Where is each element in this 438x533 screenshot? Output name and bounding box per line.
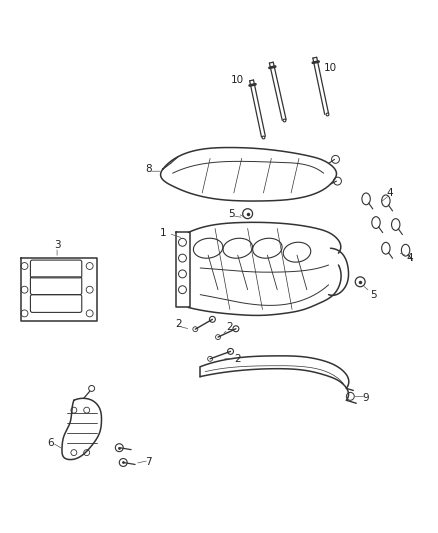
- Text: 2: 2: [175, 319, 182, 329]
- Text: 4: 4: [406, 253, 413, 263]
- Text: 5: 5: [229, 209, 235, 219]
- Text: 2: 2: [234, 354, 241, 364]
- Text: 8: 8: [145, 164, 152, 174]
- Text: 9: 9: [363, 393, 369, 403]
- Text: 10: 10: [324, 62, 337, 72]
- Text: 2: 2: [226, 322, 233, 332]
- Text: 1: 1: [159, 229, 166, 238]
- Text: 10: 10: [231, 75, 244, 85]
- Text: 7: 7: [145, 457, 152, 467]
- Text: 6: 6: [47, 438, 53, 448]
- Text: 5: 5: [370, 289, 376, 300]
- Text: 4: 4: [386, 188, 393, 198]
- Text: 3: 3: [54, 240, 60, 251]
